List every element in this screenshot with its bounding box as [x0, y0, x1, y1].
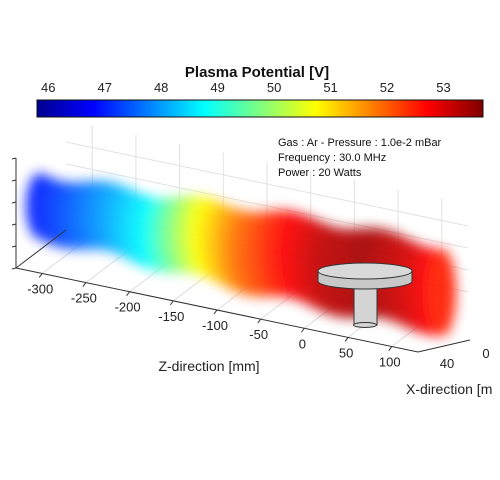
z-tick-label: -150 — [158, 309, 184, 324]
z-tick-label: 50 — [339, 345, 353, 360]
z-tick-label: -200 — [115, 300, 141, 315]
z-axis-label: Z-direction [mm] — [158, 358, 259, 374]
vertical-tick-mark — [11, 223, 17, 226]
z-tick-label: -100 — [202, 318, 228, 333]
annotation-frequency: Frequency : 30.0 MHz — [278, 152, 386, 164]
z-axis-ticks: -300 -250 -200 -150 -100 -50 0 50 100 — [11, 157, 401, 370]
vertical-tick-mark — [11, 179, 17, 182]
x-tick-label: 0 — [482, 346, 489, 361]
x-axis-label: X-direction [m — [406, 381, 492, 397]
colorbar-title: Plasma Potential [V] — [185, 64, 329, 81]
colorbar-tick-label: 53 — [436, 80, 450, 95]
z-tick-mark — [213, 309, 218, 315]
potential-field — [26, 172, 456, 337]
z-tick-mark — [169, 300, 174, 306]
annotation-power: Power : 20 Watts — [278, 167, 362, 179]
wall-grid-line — [65, 163, 469, 249]
colorbar-tick-label: 49 — [210, 80, 224, 95]
field-cell — [428, 248, 456, 337]
vertical-tick-mark — [11, 157, 17, 160]
z-tick-mark — [82, 282, 87, 287]
wall-grid-line — [65, 141, 469, 227]
colorbar-tick-label: 46 — [41, 80, 55, 95]
annotation-gas: Gas : Ar - Pressure : 1.0e-2 mBar — [278, 137, 442, 149]
z-tick-label: -300 — [27, 281, 53, 296]
substrate-holder — [317, 262, 413, 328]
vertical-tick-mark — [11, 201, 17, 204]
vertical-tick-mark — [11, 245, 17, 248]
colorbar-tick-label: 50 — [267, 80, 281, 95]
x-axis-ticks: 40 0 — [440, 346, 490, 371]
z-tick-mark — [344, 337, 349, 342]
colorbar — [36, 99, 484, 118]
colorbar-tick-label: 48 — [154, 80, 168, 95]
depth-axis-line — [15, 229, 67, 269]
colorbar-tick-label: 51 — [323, 80, 337, 95]
z-tick-label: 100 — [379, 355, 401, 370]
z-tick-label: 0 — [299, 336, 306, 351]
z-tick-mark — [300, 327, 305, 333]
x-tick-label: 40 — [440, 356, 454, 371]
z-tick-mark — [38, 273, 43, 278]
vertical-tick-mark — [11, 267, 17, 270]
colorbar-tick-label: 47 — [98, 80, 112, 95]
z-tick-mark — [257, 318, 262, 324]
x-axis-line — [417, 339, 471, 353]
z-tick-label: -50 — [249, 327, 268, 342]
colorbar-ticks: 46 47 48 49 50 51 52 53 — [41, 80, 451, 95]
colorbar-tick-label: 52 — [380, 80, 394, 95]
z-tick-label: -250 — [71, 291, 97, 306]
z-tick-mark — [126, 291, 131, 297]
z-tick-mark — [388, 346, 393, 351]
